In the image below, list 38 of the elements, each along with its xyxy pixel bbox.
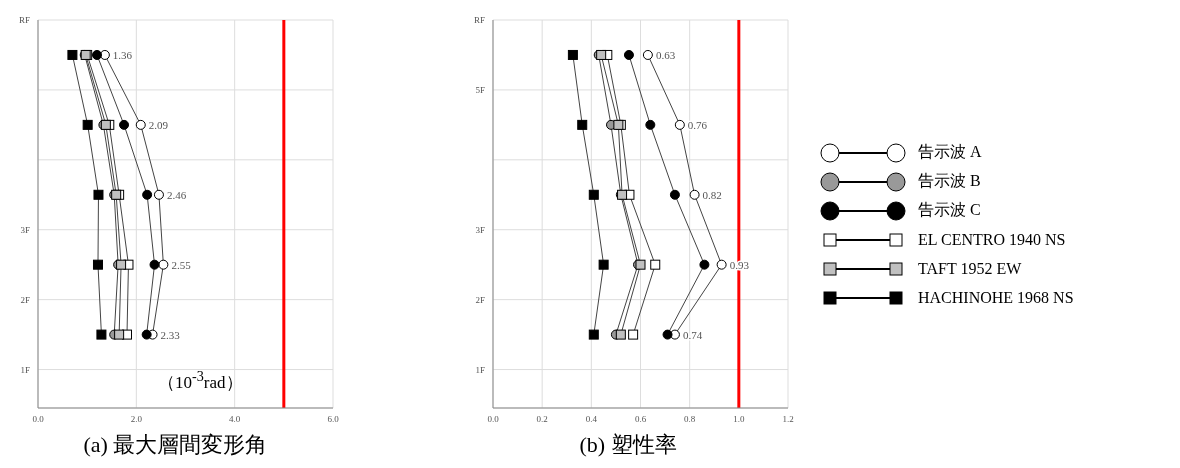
x-axis-title: (a) 最大層間変形角 bbox=[82, 431, 269, 459]
annotation: 2.33 bbox=[160, 328, 181, 341]
y-tick-label: 3F bbox=[475, 224, 485, 235]
annotation: 0.74 bbox=[682, 328, 703, 341]
legend-label: 告示波 A bbox=[918, 142, 982, 162]
annotation: 0.63 bbox=[655, 48, 676, 61]
y-tick-label: 3F bbox=[20, 224, 30, 235]
y-tick-label: 1F bbox=[20, 364, 30, 375]
legend-label: HACHINOHE 1968 NS bbox=[918, 288, 1074, 307]
y-tick-label: 2F bbox=[20, 294, 30, 305]
annotation: 1.36 bbox=[112, 48, 133, 61]
legend-label: TAFT 1952 EW bbox=[918, 259, 1022, 278]
y-tick-label: RF bbox=[18, 15, 30, 26]
annotation: （10$^{-3}$rad） bbox=[158, 368, 243, 394]
x-tick-label: 0.0 bbox=[32, 414, 45, 425]
x-tick-label: 4.0 bbox=[229, 414, 241, 425]
x-tick-label: 1.2 bbox=[782, 414, 794, 425]
legend-label: 告示波 B bbox=[918, 171, 981, 191]
annotation: 2.09 bbox=[148, 118, 169, 131]
x-tick-label: 0.6 bbox=[634, 414, 647, 425]
x-tick-label: 0.4 bbox=[585, 414, 598, 425]
annotation: 2.55 bbox=[171, 258, 192, 271]
y-tick-label: 5F bbox=[475, 85, 485, 96]
annotation: 0.76 bbox=[687, 118, 708, 131]
y-tick-label: 1F bbox=[475, 364, 485, 375]
annotation: 0.82 bbox=[702, 188, 722, 201]
y-tick-label: RF bbox=[473, 15, 485, 26]
legend-label: 告示波 C bbox=[918, 200, 981, 220]
x-axis-title: (b) 塑性率 bbox=[578, 431, 678, 459]
x-tick-label: 2.0 bbox=[130, 414, 143, 425]
x-tick-label: 0.8 bbox=[684, 414, 696, 425]
x-tick-label: 0.0 bbox=[487, 414, 500, 425]
y-tick-label: 2F bbox=[475, 294, 485, 305]
legend-label: EL CENTRO 1940 NS bbox=[918, 230, 1066, 249]
x-tick-label: 0.2 bbox=[536, 414, 548, 425]
annotation: 2.46 bbox=[166, 188, 187, 201]
x-tick-label: 6.0 bbox=[327, 414, 340, 425]
x-tick-label: 1.0 bbox=[733, 414, 745, 425]
